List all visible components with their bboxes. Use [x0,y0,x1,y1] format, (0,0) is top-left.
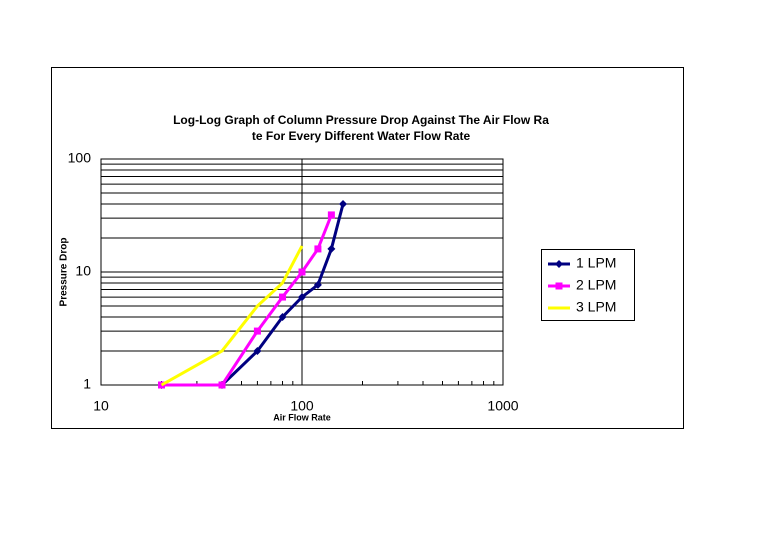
point [298,268,306,276]
legend-label: 1 LPM [576,255,616,271]
y-tick-label: 10 [75,263,91,279]
legend-marker [555,282,563,290]
series-line [161,203,345,387]
point [313,280,322,289]
legend-marker [555,260,563,268]
point [339,199,348,208]
legend-label: 3 LPM [576,299,616,315]
y-tick-label: 100 [68,150,92,166]
x-axis-label: Air Flow Rate [273,412,331,422]
point [314,245,322,253]
chart-title: te For Every Different Water Flow Rate [252,129,471,143]
point [327,211,335,219]
x-tick-label: 1000 [487,398,518,414]
y-tick-label: 1 [83,376,91,392]
point [253,346,262,355]
series-line [160,245,304,387]
x-tick-label: 10 [93,398,109,414]
y-axis-label: Pressure Drop [59,238,70,307]
point [253,327,261,335]
point [298,293,306,302]
x-tick-label: 100 [290,398,314,414]
plot-border [100,158,504,386]
point [218,381,226,389]
chart-title: Log-Log Graph of Column Pressure Drop Ag… [173,113,549,127]
point [279,293,287,301]
legend-label: 2 LPM [576,277,616,293]
point [278,312,287,321]
point [327,244,336,253]
